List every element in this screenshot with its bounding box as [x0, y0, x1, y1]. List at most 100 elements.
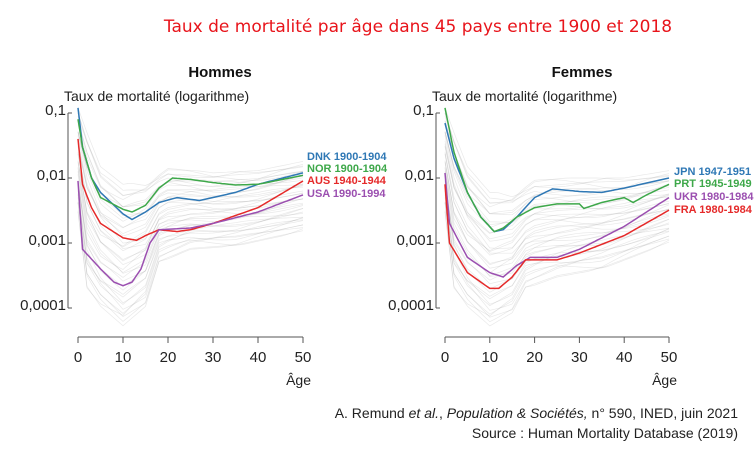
background-curve [77, 168, 304, 274]
background-curve [444, 190, 670, 311]
background-curve [444, 112, 670, 204]
caption-source: Source : Human Mortality Database (2019) [472, 425, 738, 441]
background-curve [444, 197, 670, 297]
background-curve [444, 183, 670, 305]
panel-title: Hommes [188, 64, 251, 81]
background-curve [77, 194, 304, 305]
background-curve [77, 131, 304, 216]
background-curve [77, 201, 304, 314]
background-curve [444, 120, 670, 215]
background-curve [77, 160, 304, 266]
background-curve [77, 131, 304, 219]
y-tick-label: 0,1 [45, 102, 66, 119]
background-curve [77, 132, 304, 208]
legend-label: JPN 1947-1951 [674, 166, 751, 178]
background-curve [444, 153, 670, 256]
background-curve [444, 116, 670, 202]
background-curve [77, 120, 304, 208]
background-curve [77, 107, 304, 186]
background-curve [77, 167, 304, 261]
x-tick-label: 0 [74, 349, 82, 366]
background-curve [77, 190, 304, 310]
background-curves [444, 107, 670, 327]
background-curve [444, 160, 670, 269]
background-curve [444, 202, 670, 318]
background-curve [444, 131, 670, 225]
y-tick-label: 0,0001 [20, 297, 66, 314]
background-curve [444, 161, 670, 266]
x-tick-label: 30 [205, 349, 222, 366]
background-curve [77, 162, 304, 247]
series-line-usa [77, 180, 304, 287]
background-curve [77, 211, 304, 316]
background-curve [77, 161, 304, 262]
x-tick-label: 10 [115, 349, 132, 366]
panel-hommes: Hommes Taux de mortalité (logarithme)0,1 0… [20, 64, 388, 388]
background-curve [77, 171, 304, 273]
panel-femmes: Femmes Taux de mortalité (logarithme)0,1 0… [388, 64, 754, 388]
background-curve [77, 145, 304, 229]
x-tick-label: 20 [160, 349, 177, 366]
background-curves [77, 107, 304, 327]
background-curve [77, 151, 304, 249]
background-curve [77, 202, 304, 322]
x-tick-label: 30 [571, 349, 588, 366]
background-curve [444, 107, 670, 198]
background-curve [77, 153, 304, 252]
legend-label: USA 1990-1994 [307, 188, 386, 200]
series-line-prt [444, 107, 670, 233]
series-line-fra [444, 184, 670, 290]
background-curve [77, 143, 304, 235]
background-curve [77, 112, 304, 197]
background-curve [77, 116, 304, 191]
background-curve [444, 131, 670, 224]
series-line-nor [77, 119, 304, 213]
x-tick-label: 40 [250, 349, 267, 366]
series-line-aus [77, 138, 304, 242]
y-axis-label: Taux de mortalité (logarithme) [64, 88, 249, 104]
background-curve [444, 193, 670, 300]
x-tick-label: 20 [526, 349, 543, 366]
y-tick-label: 0,01 [37, 167, 66, 184]
background-curve [77, 183, 304, 288]
background-curve [77, 120, 304, 208]
x-tick-label: 40 [616, 349, 633, 366]
background-curve [444, 182, 670, 281]
background-curve [444, 201, 670, 315]
background-curve [444, 146, 670, 234]
legend-label: FRA 1980-1984 [674, 204, 753, 216]
background-curve [77, 124, 304, 200]
background-curve [444, 132, 670, 214]
y-tick-label: 0,1 [413, 102, 434, 119]
legend-label: NOR 1900-1904 [307, 163, 388, 175]
x-tick-label: 50 [661, 349, 678, 366]
background-curve [444, 210, 670, 327]
y-tick-label: 0,01 [405, 167, 434, 184]
x-tick-label: 10 [481, 349, 498, 366]
legend-label: PRT 1945-1949 [674, 178, 752, 190]
x-axis-label: Âge [652, 372, 677, 388]
x-tick-label: 0 [441, 349, 449, 366]
background-curve [444, 151, 670, 254]
background-curve [444, 143, 670, 240]
figure-title: Taux de mortalité par âge dans 45 pays e… [163, 17, 672, 37]
y-axis-label: Taux de mortalité (logarithme) [432, 88, 617, 104]
y-tick-label: 0,0001 [388, 297, 434, 314]
x-axis-label: Âge [286, 372, 311, 388]
background-curve [444, 167, 670, 264]
background-curve [444, 194, 670, 307]
panel-title: Femmes [552, 64, 613, 81]
background-curve [77, 180, 304, 282]
background-curve [77, 202, 304, 318]
background-curve [77, 180, 304, 291]
legend-label: UKR 1980-1984 [674, 191, 754, 203]
y-tick-label: 0,001 [396, 232, 434, 249]
legend-label: DNK 1900-1904 [307, 151, 387, 163]
background-curve [444, 145, 670, 234]
background-curve [444, 162, 670, 252]
background-curve [77, 112, 304, 196]
background-curve [77, 210, 304, 327]
y-tick-label: 0,001 [28, 232, 66, 249]
x-tick-label: 50 [295, 349, 312, 366]
